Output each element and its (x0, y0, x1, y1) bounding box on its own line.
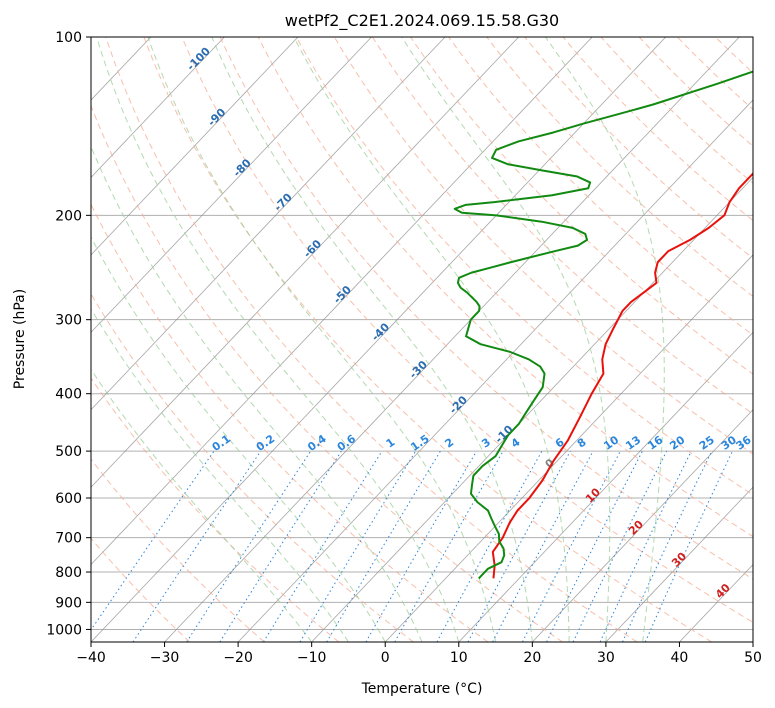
isotherm-line (458, 331, 753, 642)
dry-adiabat (448, 37, 753, 336)
dry-adiabat (181, 37, 753, 623)
mixing-ratio-line (599, 450, 692, 642)
isotherm-line (752, 641, 753, 642)
isotherm-line (605, 486, 753, 642)
dry-adiabat (219, 37, 753, 580)
x-tick-label: −10 (297, 650, 327, 666)
dry-adiabat (91, 203, 489, 642)
plot-area (91, 37, 753, 642)
dry-adiabat (333, 37, 753, 455)
x-tick-label: 30 (597, 650, 615, 666)
x-axis-label: Temperature (°C) (361, 681, 483, 697)
moist-adiabat (91, 236, 386, 642)
temperature-profile-line (491, 171, 753, 579)
isotherm-line (91, 37, 372, 333)
x-tick-label: 0 (381, 650, 390, 666)
mixing-ratio-line (365, 450, 478, 642)
y-tick-label: 1000 (46, 622, 82, 638)
mixing-ratio-line (186, 450, 312, 642)
moist-adiabat (96, 37, 460, 642)
isotherm-line (91, 37, 519, 488)
y-tick-label: 100 (55, 30, 82, 46)
moist-adiabat (91, 145, 423, 642)
mixing-ratio-line (467, 450, 571, 642)
moist-adiabat (147, 37, 497, 642)
mixing-ratio-line (219, 450, 342, 642)
plot-frame (90, 36, 754, 643)
dry-adiabat (295, 37, 753, 496)
moist-adiabat (401, 37, 611, 642)
dry-adiabat (91, 537, 191, 642)
isotherm-line (164, 37, 740, 642)
x-tick-label: −30 (150, 650, 180, 666)
y-tick-label: 800 (55, 565, 82, 581)
dry-adiabat (91, 458, 265, 642)
isotherm-line (384, 254, 753, 642)
y-tick-label: 400 (55, 387, 82, 403)
moist-adiabat (91, 307, 349, 642)
isotherm-line (237, 99, 753, 642)
x-tick-label: −40 (76, 650, 106, 666)
dry-adiabat (105, 37, 638, 642)
x-tick-label: −20 (223, 650, 253, 666)
moist-adiabat (91, 368, 313, 642)
dry-adiabat (486, 37, 753, 297)
mixing-ratio-line (622, 450, 713, 642)
mixing-ratio-line (91, 450, 215, 631)
dry-adiabat (372, 37, 753, 415)
dry-adiabat (143, 37, 713, 642)
x-tick-label: 50 (744, 650, 762, 666)
x-tick-label: 40 (671, 650, 689, 666)
dewpoint-profile-line (453, 70, 753, 580)
dry-adiabat (91, 104, 563, 642)
mixing-ratio-line (299, 450, 417, 642)
x-tick-label: 20 (523, 650, 541, 666)
mixing-ratio-line (492, 450, 594, 642)
dry-adiabat (257, 37, 753, 538)
y-axis-label: Pressure (hPa) (12, 289, 28, 389)
y-tick-label: 300 (55, 313, 82, 329)
isotherm-line (91, 37, 593, 566)
y-tick-label: 200 (55, 208, 82, 224)
chart-title: wetPf2_C2E1.2024.069.15.58.G30 (285, 11, 559, 31)
dry-adiabat (410, 37, 753, 375)
dry-adiabat (91, 292, 414, 642)
isotherm-line (91, 37, 667, 642)
axis-layer: −40 −30 −20 −10 0 10 20 30 40 50 100 200 300 400 500 60… (46, 30, 762, 666)
y-tick-label: 700 (55, 531, 82, 547)
mixing-ratio-line (263, 450, 383, 642)
x-tick-label: 10 (450, 650, 468, 666)
y-tick-label: 900 (55, 595, 82, 611)
y-tick-label: 600 (55, 491, 82, 507)
moist-adiabat (293, 37, 570, 642)
isotherm-line (0, 37, 4, 642)
isotherm-line (91, 37, 299, 256)
moist-adiabat (545, 37, 665, 642)
isotherm-line (91, 37, 225, 179)
y-tick-label: 500 (55, 444, 82, 460)
mixing-ratio-line (132, 450, 262, 642)
isotherm-line (91, 37, 446, 411)
moist-adiabat (211, 37, 533, 642)
mixing-ratio-line (572, 450, 668, 642)
dry-adiabat (91, 377, 340, 642)
isotherm-line (532, 409, 753, 642)
dry-adiabat (753, 37, 775, 642)
mixing-ratio-line (326, 450, 441, 642)
